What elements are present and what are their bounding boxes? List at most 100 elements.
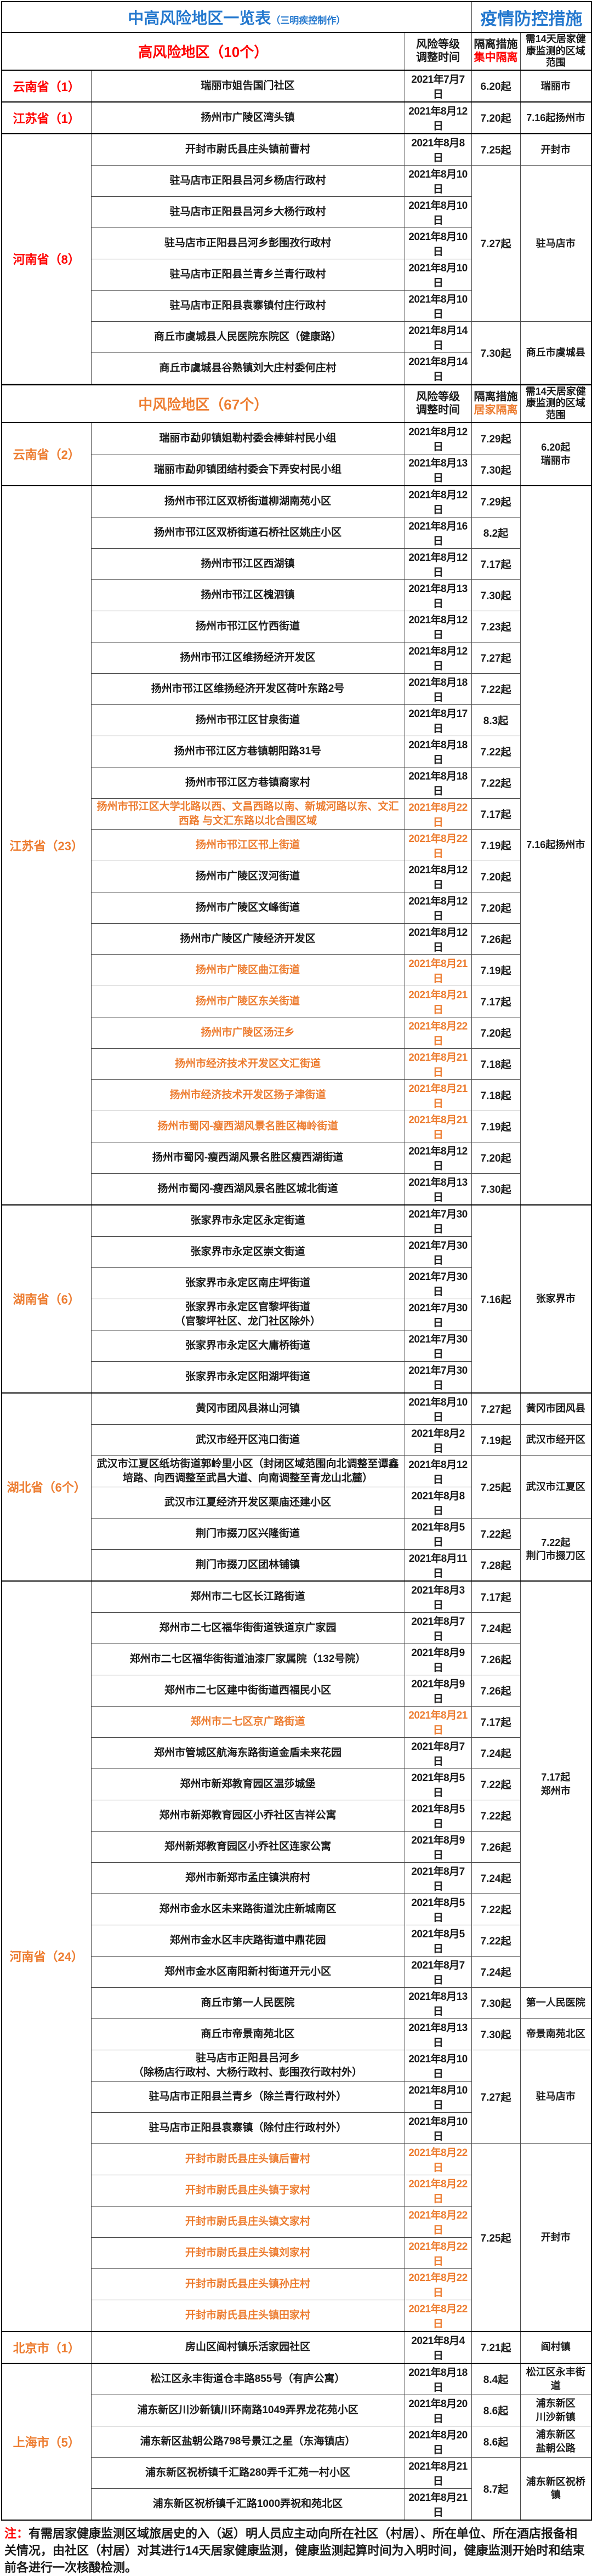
area-cell: 张家界市永定区崇文街道: [90, 1236, 405, 1268]
table-row: 云南省（1） 瑞丽市姐告国门社区 2021年7月7日 6.20起 瑞丽市: [1, 69, 592, 103]
area-cell: 开封市尉氏县庄头镇后曹村: [90, 2143, 405, 2175]
isolation-start-cell: 7.22起: [471, 1799, 521, 1832]
date-cell: 2021年7月7日: [404, 69, 472, 103]
area-cell: 商丘市帝景南苑北区: [90, 2018, 405, 2050]
date-cell: 2021年8月10日: [404, 196, 472, 228]
footer-note: 注：有需居家健康监测区域旅居史的入（返）明人员应主动向所在社区（村居）、所在单位…: [4, 2525, 588, 2576]
date-cell: 2021年8月9日: [404, 1674, 472, 1707]
table-row: 驻马店市正阳县吕河乡杨店行政村 2021年8月10日 7.27起 驻马店市: [2, 164, 592, 322]
area-cell: 瑞丽市勐卯镇团结村委会下弄安村民小组: [90, 453, 405, 486]
area-cell: 扬州市邗江区大学北路以西、文昌西路以南、新城河路以东、文汇西路 与文汇东路以北合…: [90, 798, 405, 830]
date-cell: 2021年8月9日: [404, 1643, 472, 1675]
isolation-mode-label-high: 集中隔离: [474, 52, 518, 64]
date-cell: 2021年8月8日: [404, 1486, 472, 1519]
isolation-start-cell: 7.27起: [471, 2049, 521, 2144]
table-row: 河南省（8） 开封市尉氏县庄头镇前曹村 2021年8月8日 7.25起 开封市: [1, 133, 592, 385]
area-cell: 张家界市永定区阳湖坪街道: [90, 1361, 405, 1394]
area-cell: 扬州市邗江区方巷镇裔家村: [90, 766, 405, 799]
table-row: 驻马店市正阳县吕河乡大杨行政村 2021年8月10日: [2, 196, 591, 228]
region-cell: 松江区永丰街道: [520, 2362, 592, 2395]
region-cell: 驻马店市: [520, 164, 592, 322]
date-cell: 2021年8月13日: [404, 2018, 472, 2050]
table-row: 扬州市邗江区西湖镇 2021年8月12日 7.17起: [2, 548, 591, 580]
area-cell: 开封市尉氏县庄头镇孙庄村: [90, 2268, 405, 2300]
section-header-medium: 中风险地区（67个） 风险等级 调整时间 隔离措施 居家隔离 需14天居家健康监测的区域…: [1, 383, 592, 423]
area-cell: 浦东新区祝桥镇千汇路1000弄祝和苑北区: [90, 2488, 405, 2521]
isolation-start-cell: 7.26起: [471, 923, 521, 955]
date-cell: 2021年7月30日: [404, 1236, 472, 1268]
area-cell: 浦东新区盐朝公路798号景江之星（东海镇店）: [90, 2425, 405, 2458]
area-cell: 商丘市第一人民医院: [90, 1987, 405, 2019]
table-row: 荆门市掇刀区兴隆街道 2021年8月5日 7.22起 7.22起 荆门市掇刀区: [2, 1517, 592, 1582]
date-cell: 2021年8月12日: [404, 891, 472, 924]
isolation-start-cell: 7.25起: [471, 2143, 521, 2332]
region-cell: 黄冈市团风县: [520, 1392, 592, 1425]
table-row: 扬州市蜀冈-瘦西湖风景名胜区瘦西湖街道 2021年8月12日 7.20起: [2, 1141, 591, 1174]
date-cell: 2021年8月13日: [404, 579, 472, 611]
area-cell: 郑州市二七区京广路街道: [90, 1705, 405, 1738]
date-cell: 2021年8月17日: [404, 704, 472, 736]
isolation-start-cell: 8.7起: [471, 2456, 521, 2521]
area-cell: 扬州市广陵区汤汪乡: [90, 1016, 405, 1049]
isolation-start-cell: 7.17起: [471, 1705, 521, 1738]
area-cell: 武汉市江夏区纸坊街道郭岭里小区（封闭区域范围向北调整至谭鑫培路、向西调整至武昌大…: [90, 1455, 405, 1487]
isolation-start-cell: 7.27起: [471, 164, 521, 322]
date-cell: 2021年8月18日: [404, 2362, 472, 2395]
region-cell: 瑞丽市: [520, 69, 592, 103]
date-cell: 2021年8月20日: [404, 2394, 472, 2426]
area-cell: 郑州市新郑教育园区小乔社区吉祥公寓: [90, 1799, 405, 1832]
province-cell: 云南省（1）: [1, 69, 92, 103]
col-header-region: 需14天居家健康监测的区域范围: [520, 32, 592, 71]
region-cell: 武汉市经开区: [520, 1424, 592, 1456]
isolation-start-cell: 7.24起: [471, 1612, 521, 1644]
area-cell: 驻马店市正阳县袁寨镇付庄行政村: [90, 289, 405, 322]
area-cell: 扬州市广陵区曲江街道: [90, 954, 405, 986]
date-cell: 2021年8月3日: [404, 1580, 472, 1613]
area-cell: 扬州市蜀冈-瘦西湖风景名胜区瘦西湖街道: [90, 1141, 405, 1174]
area-cell: 驻马店市正阳县袁寨镇（除付庄行政村外）: [90, 2112, 405, 2144]
table-row: 驻马店市正阳县袁寨镇付庄行政村 2021年8月10日: [2, 289, 591, 322]
isolation-start-cell: 7.26起: [471, 1830, 521, 1863]
date-cell: 2021年8月22日: [404, 2205, 472, 2238]
isolation-start-cell: 7.29起: [471, 422, 521, 454]
table-row: 张家界市永定区官黎坪街道 （官黎坪社区、龙门社区除外） 2021年7月30日: [2, 1298, 591, 1330]
isolation-start-cell: 7.27起: [471, 1392, 521, 1425]
date-cell: 2021年8月10日: [404, 164, 472, 197]
date-cell: 2021年8月21日: [404, 985, 472, 1017]
area-cell: 扬州市广陵区汊河街道: [90, 860, 405, 892]
isolation-start-cell: 7.25起: [471, 133, 521, 166]
date-cell: 2021年8月22日: [404, 1016, 472, 1049]
date-cell: 2021年8月22日: [404, 829, 472, 861]
isolation-start-cell: 8.2起: [471, 516, 521, 549]
province-cell: 河南省（24）: [1, 1580, 92, 2332]
area-cell: 扬州市邗江区西湖镇: [90, 548, 405, 580]
region-cell: 浦东新区 川沙新镇: [520, 2394, 592, 2426]
table-row: 扬州市邗江区维扬经济开发区荷叶东路2号 2021年8月18日 7.22起: [2, 673, 591, 705]
table-row: 扬州市邗江区竹西街道 2021年8月12日 7.23起: [2, 610, 591, 642]
date-cell: 2021年8月22日: [404, 2268, 472, 2300]
isolation-start-cell: 7.19起: [471, 829, 521, 861]
province-cell: 北京市（1）: [1, 2330, 92, 2364]
area-cell: 扬州市蜀冈-瘦西湖风景名胜区城北街道: [90, 1173, 405, 1205]
province-cell: 湖南省（6）: [1, 1204, 92, 1394]
province-cell: 云南省（2）: [1, 422, 92, 486]
area-cell: 武汉市江夏经济开发区栗庙还建小区: [90, 1486, 405, 1519]
col-header-risk-adjust-time: 风险等级 调整时间: [404, 32, 472, 71]
area-cell: 郑州市新郑教育园区温莎城堡: [90, 1768, 405, 1800]
table-row: 扬州市邗江区槐泗镇 2021年8月13日 7.30起: [2, 579, 591, 611]
region-cell: 6.20起 瑞丽市: [520, 422, 592, 486]
isolation-start-cell: 7.19起: [471, 1424, 521, 1456]
isolation-start-cell: 7.30起: [471, 1173, 521, 1205]
date-cell: 2021年8月12日: [404, 860, 472, 892]
table-title: 中高风险地区一览表（三明疾控制作）: [1, 1, 472, 33]
area-cell: 郑州市二七区福华街街道铁道京广家园: [90, 1612, 405, 1644]
table-subtitle: （三明疾控制作）: [271, 15, 346, 26]
table-row: 云南省（2） 瑞丽市勐卯镇姐勒村委会棒蚌村民小组 2021年8月12日 7.29起 6.…: [1, 422, 592, 486]
isolation-start-cell: 7.22起: [471, 1517, 521, 1550]
area-cell: 扬州市经济技术开发区扬子津街道: [90, 1079, 405, 1111]
region-cell: 武汉市江夏区: [520, 1455, 592, 1519]
date-cell: 2021年8月10日: [404, 289, 472, 322]
date-cell: 2021年8月10日: [404, 2049, 472, 2082]
date-cell: 2021年8月22日: [404, 2237, 472, 2269]
region-cell: 第一人民医院: [520, 1987, 592, 2019]
